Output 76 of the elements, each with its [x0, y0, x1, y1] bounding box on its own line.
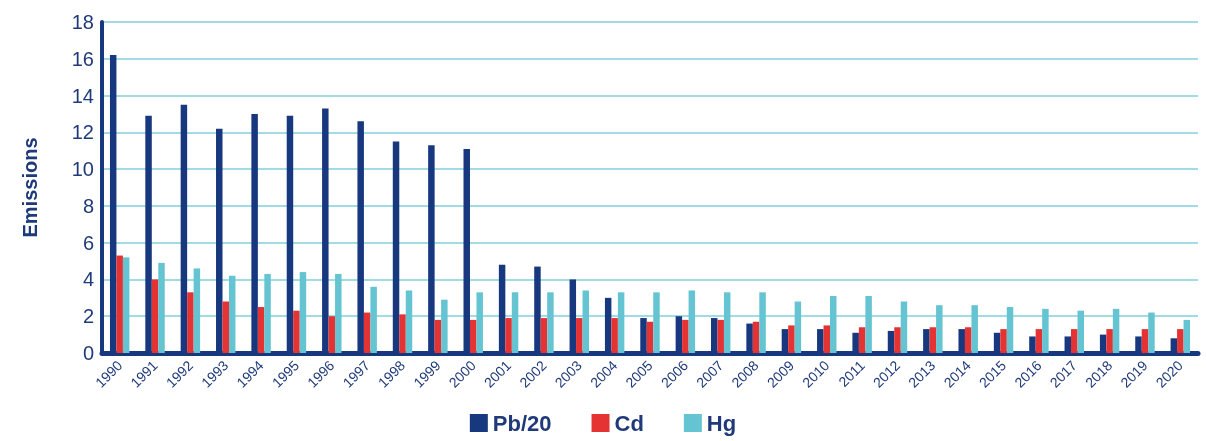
- y-axis-title: Emissions: [19, 137, 41, 238]
- legend-label: Hg: [706, 410, 737, 436]
- bar: [476, 292, 483, 353]
- bar: [830, 295, 837, 353]
- bar: [1006, 307, 1014, 353]
- bar: [328, 316, 336, 353]
- bar: [1042, 308, 1049, 353]
- bar: [293, 310, 300, 353]
- y-tick-label: 12: [71, 121, 94, 144]
- y-tick-label: 10: [71, 158, 94, 181]
- bar: [1071, 329, 1078, 353]
- bar: [900, 301, 908, 353]
- bar: [434, 319, 442, 353]
- bar: [936, 305, 943, 353]
- bar: [363, 312, 371, 353]
- bar: [1141, 329, 1149, 353]
- bar: [511, 292, 519, 353]
- bar: [865, 295, 872, 353]
- bar: [759, 292, 766, 353]
- bar: [264, 273, 271, 353]
- bar: [823, 325, 831, 353]
- bar: [971, 305, 978, 353]
- legend-label: Pb/20: [492, 410, 552, 436]
- bar: [469, 319, 477, 353]
- y-tick-label: 14: [71, 84, 94, 107]
- y-tick-label: 16: [71, 47, 94, 70]
- y-tick-label: 18: [71, 11, 94, 33]
- bar: [576, 318, 583, 353]
- bar: [717, 319, 724, 353]
- bar: [788, 325, 795, 353]
- y-tick-label: 6: [82, 231, 94, 254]
- bar: [257, 307, 265, 353]
- y-tick-label: 4: [82, 268, 94, 291]
- bar: [1148, 312, 1155, 353]
- bar: [335, 273, 342, 353]
- bar: [540, 318, 548, 353]
- bar: [441, 299, 448, 353]
- bar: [794, 301, 802, 353]
- bar: [1183, 319, 1191, 353]
- bar: [399, 314, 406, 353]
- bar: [1077, 310, 1084, 353]
- bar: [752, 321, 760, 353]
- bar: [682, 319, 689, 353]
- bar: [299, 272, 307, 353]
- bar: [1106, 329, 1113, 353]
- bar: [193, 268, 201, 353]
- bar: [611, 318, 618, 353]
- y-tick-label: 2: [82, 305, 94, 328]
- legend-label: Cd: [614, 410, 644, 436]
- bar: [405, 290, 413, 353]
- bar: [1035, 329, 1043, 353]
- bar: [151, 279, 159, 353]
- bar: [1177, 329, 1184, 353]
- bar: [617, 292, 625, 353]
- bar: [894, 327, 901, 353]
- y-tick-label: 8: [82, 194, 94, 217]
- bar: [1000, 329, 1007, 353]
- bar: [646, 321, 654, 353]
- bar: [158, 262, 165, 353]
- bar: [187, 292, 194, 353]
- bar: [688, 290, 696, 353]
- bar: [505, 318, 512, 353]
- bar: [122, 257, 130, 353]
- bar: [858, 327, 866, 353]
- y-tick-label: 0: [82, 342, 94, 364]
- bar: [929, 327, 937, 353]
- bar: [370, 286, 377, 353]
- bar: [723, 292, 731, 353]
- bar: [1112, 308, 1120, 353]
- bar: [582, 290, 590, 353]
- bar: [964, 327, 972, 353]
- bar: [228, 275, 236, 353]
- bar: [222, 301, 229, 353]
- bar: [116, 255, 123, 353]
- bar: [547, 292, 554, 353]
- bar: [653, 292, 660, 353]
